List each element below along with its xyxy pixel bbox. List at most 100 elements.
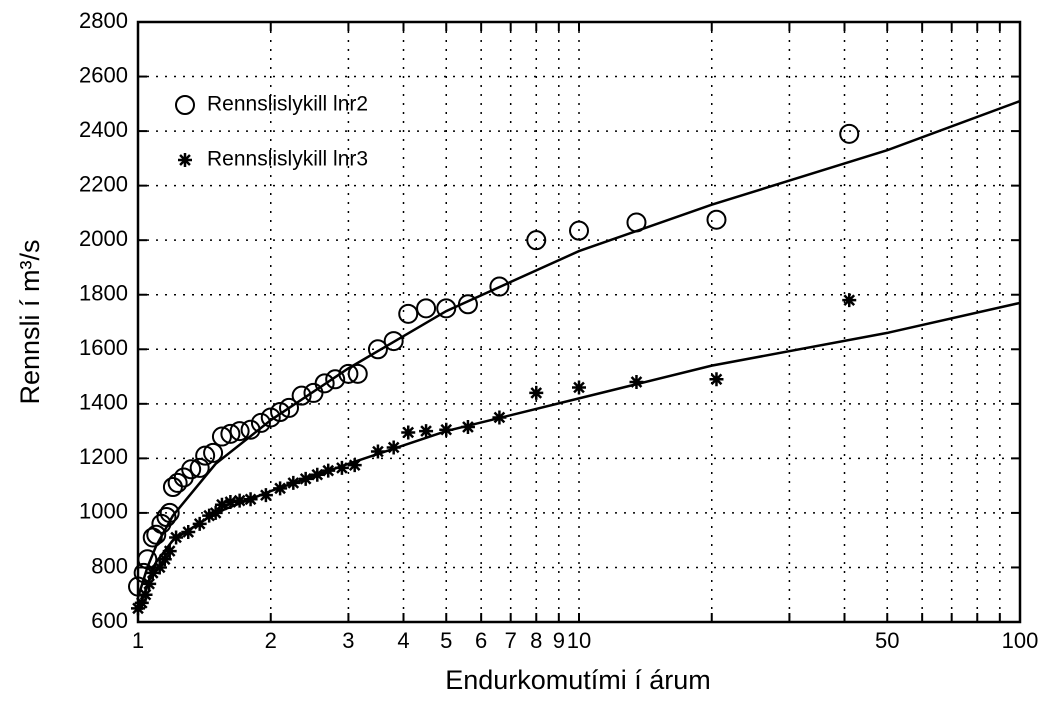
data-point (842, 293, 857, 308)
data-point (398, 303, 419, 324)
data-point (298, 471, 313, 486)
data-point (134, 595, 149, 610)
data-point (169, 530, 184, 545)
x-tick-label: 100 (1002, 628, 1039, 653)
y-tick-label: 1400 (79, 390, 128, 415)
data-point (192, 516, 207, 531)
data-point (223, 495, 238, 509)
plot-frame (136, 20, 1022, 624)
data-point (138, 587, 153, 602)
legend-item: Rennslislykill lnr3 (178, 148, 368, 171)
data-point (325, 369, 346, 390)
data-point (240, 419, 261, 440)
y-tick-label: 1600 (79, 335, 128, 360)
data-point (338, 363, 359, 384)
data-point (162, 477, 183, 497)
data-point (401, 425, 416, 440)
data-point (310, 467, 325, 482)
data-point (181, 459, 202, 480)
data-point (214, 497, 229, 512)
data-point (181, 525, 196, 539)
data-point (211, 426, 232, 447)
data-point (157, 552, 172, 567)
data-point (419, 424, 434, 439)
data-point (626, 212, 647, 233)
data-point (232, 493, 247, 508)
data-point (146, 524, 167, 545)
data-point (383, 331, 404, 352)
legend-marker (178, 153, 192, 167)
data-point (569, 220, 589, 241)
data-point (286, 475, 301, 490)
y-tick-label: 1000 (79, 499, 128, 524)
data-point (460, 420, 475, 434)
data-point (142, 576, 157, 591)
x-tick-label: 4 (397, 628, 409, 653)
data-point (137, 549, 158, 570)
y-tick-label: 1800 (79, 281, 128, 306)
x-tick-label: 6 (475, 628, 487, 653)
x-tick-label: 1 (132, 628, 144, 653)
data-point (416, 298, 437, 319)
data-point (629, 375, 644, 389)
data-point (489, 276, 510, 297)
data-point (203, 442, 224, 463)
data-point (706, 209, 727, 230)
data-point (436, 298, 457, 319)
data-point (529, 385, 544, 400)
data-point (167, 472, 188, 493)
y-tick-label: 2200 (79, 171, 128, 196)
y-tick-label: 2400 (79, 117, 128, 142)
y-tick-label: 600 (91, 608, 128, 633)
legend-item: Rennslislykill lnr2 (175, 93, 368, 116)
data-point (243, 492, 258, 507)
data-point (270, 402, 291, 422)
data-point (291, 385, 312, 406)
data-point (159, 502, 180, 523)
data-point (386, 440, 401, 455)
data-point (321, 463, 336, 478)
data-point (314, 373, 335, 394)
x-tick-label: 2 (265, 628, 277, 653)
x-tick-label: 8 (530, 628, 542, 653)
data-point (347, 458, 362, 473)
y-tick-label: 2800 (79, 8, 128, 33)
data-point (250, 412, 271, 433)
legend-label: Rennslislykill lnr2 (207, 93, 368, 116)
data-point (367, 339, 388, 360)
data-point (839, 123, 860, 144)
x-tick-label: 3 (342, 628, 354, 653)
data-point (709, 372, 724, 387)
data-point (526, 230, 547, 251)
data-point (220, 423, 241, 444)
x-tick-label: 7 (505, 628, 517, 653)
data-point (572, 380, 586, 395)
data-point (334, 460, 349, 475)
y-tick-label: 1200 (79, 444, 128, 469)
data-point (156, 507, 177, 527)
data-point (208, 505, 223, 520)
y-tick-label: 2000 (79, 226, 128, 251)
data-point (370, 444, 385, 459)
data-point (457, 294, 478, 315)
data-point (439, 422, 454, 437)
data-point (279, 397, 300, 418)
data-point (273, 481, 288, 496)
data-point (492, 410, 507, 425)
x-tick-label: 9 (553, 628, 565, 653)
x-tick-label: 10 (567, 628, 591, 653)
data-point (258, 488, 273, 503)
data-point (202, 508, 217, 523)
y-tick-label: 2600 (79, 62, 128, 87)
legend-label: Rennslislykill lnr3 (207, 148, 368, 171)
y-axis-label: Rennsli í m³/s (15, 239, 45, 404)
data-point (152, 560, 167, 575)
data-point (145, 565, 160, 580)
y-tick-label: 800 (91, 553, 128, 578)
data-point (195, 445, 216, 466)
data-point (347, 363, 368, 384)
x-tick-label: 50 (875, 628, 899, 653)
x-tick-label: 5 (440, 628, 452, 653)
x-axis-label: Endurkomutími í árum (445, 665, 711, 695)
